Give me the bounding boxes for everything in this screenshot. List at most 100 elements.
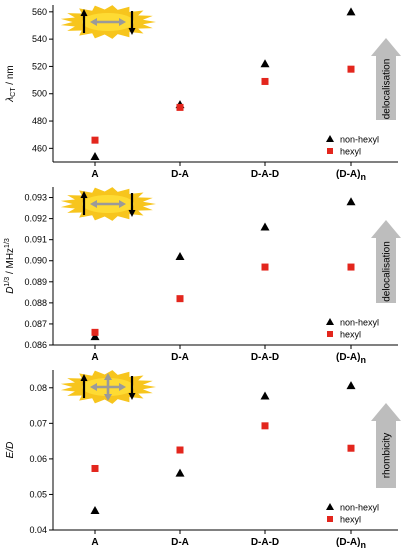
y-tick-label: 560 [32, 7, 47, 17]
y-axis-label: λCT / nm [5, 65, 17, 103]
gray-arrowhead-right [119, 18, 126, 26]
spin-down-arrow-head [128, 210, 136, 217]
legend-label: hexyl [340, 147, 361, 157]
trend-arrow-head [371, 220, 401, 238]
panel-bottom: 0.04 0.05 0.06 0.07 0.08 A D-A D-A-D (D-A)n E/D rh… [5, 370, 401, 550]
gray-arrowhead-left [90, 200, 97, 208]
y-tick-label: 0.090 [24, 256, 47, 266]
legend-marker-non-hexyl [326, 135, 334, 142]
data-point-non-hexyl [260, 59, 270, 68]
data-point-hexyl [91, 464, 99, 472]
y-axis-label: D1/3 / MHz1/3 [4, 238, 16, 294]
series-hexyl [91, 263, 355, 336]
trend-arrow-head [371, 403, 401, 421]
gray-arrowhead-right [119, 200, 126, 208]
gray-arrowhead-right [119, 383, 126, 391]
inset-starburst-icon [60, 5, 156, 39]
y-tick-label: 0.091 [24, 235, 47, 245]
y-tick-label: 460 [32, 143, 47, 153]
legend-marker-hexyl [327, 148, 333, 154]
legend-label: non-hexyl [340, 135, 379, 145]
panel-middle: 0.086 0.087 0.088 0.089 0.090 0.091 0.092 0.093… [4, 187, 401, 365]
legend-label: non-hexyl [340, 503, 379, 513]
data-point-hexyl [91, 136, 99, 144]
trend-arrow-label: delocalisation [382, 59, 393, 120]
data-point-non-hexyl [90, 505, 100, 514]
data-point-non-hexyl [175, 468, 185, 477]
data-point-hexyl [91, 328, 99, 336]
x-category-label: (D-A)n [336, 352, 366, 365]
gray-arrowhead-down [104, 394, 112, 401]
trend-arrow-shaft [376, 236, 396, 303]
inset-starburst-icon [60, 187, 156, 221]
legend-label: hexyl [340, 515, 361, 525]
y-tick-label: 0.06 [29, 454, 47, 464]
y-tick-label: 0.05 [29, 489, 47, 499]
data-point-non-hexyl [90, 332, 100, 341]
trend-arrow-head [371, 38, 401, 56]
y-tick-label: 500 [32, 89, 47, 99]
x-category-label: (D-A)n [336, 169, 366, 182]
series-non-hexyl [90, 197, 356, 341]
x-category-label: D-A [171, 352, 189, 363]
y-tick-label: 0.089 [24, 277, 47, 287]
y-tick-label: 0.08 [29, 383, 47, 393]
y-tick-label: 540 [32, 34, 47, 44]
trend-arrow-label: delocalisation [382, 241, 393, 302]
inset-starburst-icon [60, 370, 156, 404]
y-axis-label: E/D [5, 442, 16, 459]
x-category-label: D-A-D [251, 352, 279, 363]
trend-arrow: rhombicity [371, 403, 401, 488]
data-point-non-hexyl [260, 222, 270, 231]
series-hexyl [91, 65, 355, 144]
x-category-label: D-A-D [251, 537, 279, 548]
data-point-non-hexyl [346, 197, 356, 206]
x-category-label: A [91, 169, 98, 180]
data-point-hexyl [261, 77, 269, 85]
panel-top: 460 480 500 520 540 560 A D-A D-A-D (D-A)n λCT / n… [5, 5, 401, 182]
legend-marker-non-hexyl [326, 318, 334, 325]
spin-up-arrow-head [80, 9, 88, 16]
spin-down-arrow-head [128, 28, 136, 35]
series-non-hexyl [90, 381, 356, 514]
trend-arrow: delocalisation [371, 38, 401, 120]
x-category-label: D-A [171, 537, 189, 548]
data-point-hexyl [347, 263, 355, 271]
legend: non-hexyl hexyl [326, 318, 379, 340]
trend-arrow-label: rhombicity [382, 433, 393, 479]
data-point-hexyl [261, 263, 269, 271]
spin-up-arrow-head [80, 191, 88, 198]
y-tick-label: 0.092 [24, 214, 47, 224]
data-point-hexyl [347, 65, 355, 73]
y-tick-label: 0.086 [24, 340, 47, 350]
x-category-label: A [91, 537, 98, 548]
y-tick-label: 0.093 [24, 193, 47, 203]
data-point-non-hexyl [90, 152, 100, 161]
data-point-hexyl [261, 422, 269, 430]
trend-arrow-shaft [376, 419, 396, 488]
y-tick-label: 480 [32, 116, 47, 126]
legend-marker-hexyl [327, 516, 333, 522]
data-point-non-hexyl [260, 391, 270, 400]
x-category-label: (D-A)n [336, 537, 366, 550]
gray-arrowhead-left [90, 18, 97, 26]
gray-arrowhead-up [104, 373, 112, 380]
legend-label: non-hexyl [340, 318, 379, 328]
data-point-hexyl [176, 446, 184, 454]
spin-down-arrow-head [128, 393, 136, 400]
trend-arrow: delocalisation [371, 220, 401, 303]
trend-arrow-shaft [376, 54, 396, 120]
y-tick-label: 0.088 [24, 298, 47, 308]
legend: non-hexyl hexyl [326, 135, 379, 157]
legend-marker-non-hexyl [326, 503, 334, 510]
x-category-label: A [91, 352, 98, 363]
series-hexyl [91, 422, 355, 472]
data-point-hexyl [176, 103, 184, 111]
gray-arrowhead-left [90, 383, 97, 391]
spin-up-arrow-head [80, 374, 88, 381]
x-category-label: D-A-D [251, 169, 279, 180]
x-category-label: D-A [171, 169, 189, 180]
y-tick-label: 0.04 [29, 525, 47, 535]
